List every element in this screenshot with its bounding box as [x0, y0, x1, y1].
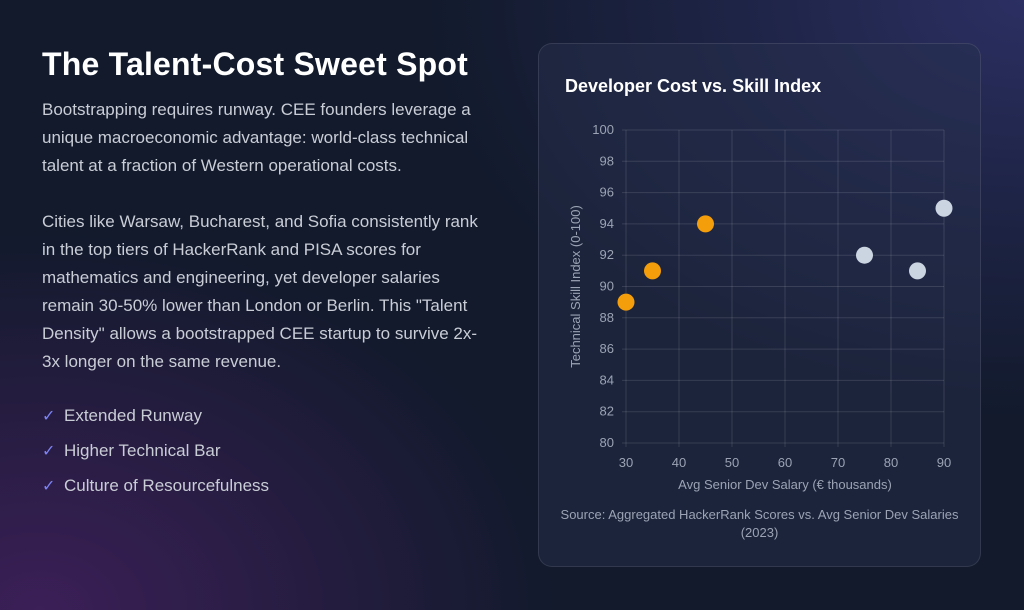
x-tick-label: 50 [725, 455, 739, 470]
data-point [644, 262, 661, 280]
data-point [617, 293, 635, 311]
chart-card: Developer Cost vs. Skill Index 30 40 50 60 7… [538, 43, 981, 567]
y-axis-label: Technical Skill Index (0-100) [568, 205, 583, 368]
scatter-chart: 30 40 50 60 70 80 90 80 82 84 86 88 90 92 94 96 98 100 Avg… [568, 122, 953, 492]
list-item-label: Higher Technical Bar [64, 440, 221, 460]
y-tick-label: 94 [600, 216, 614, 231]
list-item-label: Extended Runway [64, 405, 202, 425]
chart-title: Developer Cost vs. Skill Index [565, 76, 822, 96]
chart-source: Source: Aggregated HackerRank Scores vs.… [560, 507, 959, 540]
data-point [909, 262, 926, 280]
check-icon: ✓ [42, 477, 56, 495]
x-tick-label: 80 [884, 455, 898, 470]
check-icon: ✓ [42, 442, 56, 460]
x-tick-label: 30 [619, 455, 633, 470]
intro-paragraph: Bootstrapping requires runway. CEE found… [42, 100, 471, 175]
detail-paragraph: Cities like Warsaw, Bucharest, and Sofia… [42, 212, 478, 371]
data-point [935, 199, 953, 217]
benefit-list: ✓ Extended Runway ✓ Higher Technical Bar ✓… [42, 398, 492, 503]
data-point [856, 246, 873, 264]
x-tick-label: 40 [672, 455, 686, 470]
y-tick-label: 80 [600, 435, 614, 450]
y-tick-label: 98 [600, 153, 614, 168]
y-tick-label: 92 [600, 247, 614, 262]
list-item: ✓ Culture of Resourcefulness [42, 468, 492, 503]
list-item: ✓ Higher Technical Bar [42, 433, 492, 468]
y-tick-label: 88 [600, 310, 614, 325]
list-item-label: Culture of Resourcefulness [64, 475, 270, 495]
x-axis-label: Avg Senior Dev Salary (€ thousands) [678, 477, 892, 492]
list-item: ✓ Extended Runway [42, 398, 492, 433]
x-tick-label: 90 [937, 455, 951, 470]
y-tick-label: 86 [600, 341, 614, 356]
y-tick-label: 82 [600, 404, 614, 419]
page-title: The Talent-Cost Sweet Spot [42, 46, 468, 82]
y-tick-label: 90 [600, 279, 614, 294]
data-point [697, 215, 714, 233]
x-tick-label: 60 [778, 455, 792, 470]
y-tick-label: 100 [592, 122, 614, 137]
y-tick-label: 84 [600, 372, 614, 387]
text-column: The Talent-Cost Sweet Spot Bootstrapping… [42, 44, 492, 503]
x-tick-label: 70 [831, 455, 845, 470]
check-icon: ✓ [42, 407, 56, 425]
y-tick-label: 96 [600, 185, 614, 200]
